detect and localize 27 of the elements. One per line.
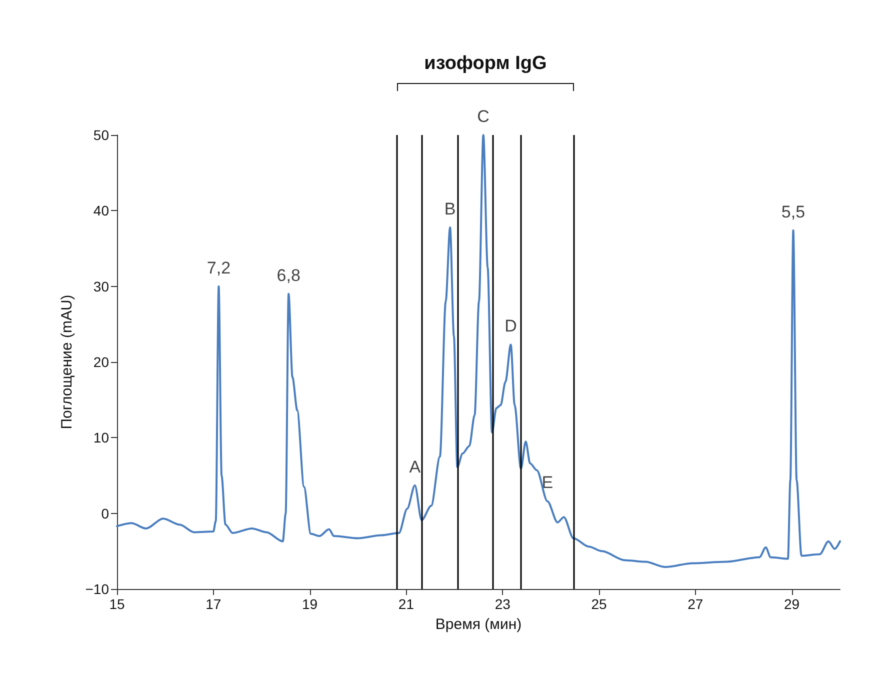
x-tick-label: 19 [302,596,318,612]
annotation: B [444,199,456,218]
y-tick-label: −10 [85,581,110,597]
y-tick-label: 50 [93,127,110,143]
text: изоформ IgG [423,53,548,75]
y-tick-label: 30 [93,278,110,294]
x-tick-label: 23 [494,596,511,612]
annotation: A [409,457,422,476]
x-tick-label: 27 [688,596,704,612]
x-tick-label: 29 [784,596,800,612]
y-tick-label: 0 [101,505,110,522]
annotation: C [477,107,490,126]
y-tick-label: 20 [93,354,110,370]
y-axis-title: Поглощение (mAU) [58,294,76,430]
y-tick-label: 40 [93,202,110,219]
y-tick-label: 10 [93,430,110,446]
x-tick-label: 21 [398,596,414,612]
x-tick-label: 17 [206,596,222,612]
annotation: D [504,316,517,336]
annotation: 5,5 [781,202,806,222]
x-tick-label: 25 [591,596,607,612]
x-axis-title: Время (мин) [435,616,522,633]
annotation: 6,8 [276,266,300,285]
line-series [116,134,841,568]
annotation: E [542,473,554,492]
x-tick-label: 15 [109,596,125,612]
annotation: 7,2 [206,258,231,278]
